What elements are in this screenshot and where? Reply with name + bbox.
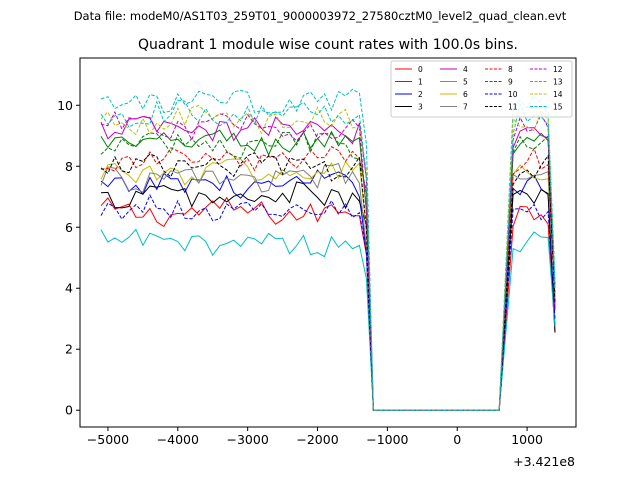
legend-label-5: 5 bbox=[463, 78, 468, 87]
series-line-0 bbox=[100, 196, 556, 411]
series-line-13 bbox=[100, 88, 556, 411]
series-line-11 bbox=[100, 152, 556, 411]
series-line-14 bbox=[100, 104, 556, 411]
x-tick-label: −4000 bbox=[157, 432, 199, 447]
legend-label-13: 13 bbox=[553, 78, 563, 87]
x-tick-label: 0 bbox=[453, 432, 461, 447]
x-axis: −5000 −4000 −3000 −2000 −1000 0 1000 bbox=[87, 427, 543, 447]
y-tick-label: 10 bbox=[57, 98, 73, 113]
legend-label-11: 11 bbox=[508, 103, 518, 112]
legend-label-2: 2 bbox=[418, 90, 423, 99]
series-line-8 bbox=[100, 146, 556, 411]
series-lines bbox=[100, 88, 556, 411]
x-tick-label: −5000 bbox=[87, 432, 129, 447]
y-tick-label: 8 bbox=[65, 159, 73, 174]
legend-label-9: 9 bbox=[508, 78, 513, 87]
axes-frame bbox=[79, 57, 577, 428]
series-line-15 bbox=[100, 99, 556, 411]
legend-box bbox=[390, 60, 573, 118]
legend-label-10: 10 bbox=[508, 90, 518, 99]
y-axis: 0 2 4 6 8 10 bbox=[57, 98, 80, 418]
legend-label-15: 15 bbox=[553, 103, 563, 112]
legend-label-7: 7 bbox=[463, 103, 468, 112]
x-tick-label: −3000 bbox=[227, 432, 269, 447]
series-line-12 bbox=[100, 110, 556, 411]
series-line-3 bbox=[100, 181, 556, 411]
legend-label-4: 4 bbox=[463, 65, 468, 74]
x-tick-label: −2000 bbox=[296, 432, 338, 447]
y-tick-label: 0 bbox=[65, 403, 73, 418]
y-tick-label: 6 bbox=[65, 220, 73, 235]
y-tick-label: 4 bbox=[65, 281, 73, 296]
legend-label-3: 3 bbox=[418, 103, 423, 112]
legend-label-8: 8 bbox=[508, 65, 513, 74]
legend-label-6: 6 bbox=[463, 90, 468, 99]
y-tick-label: 2 bbox=[65, 342, 73, 357]
series-line-4 bbox=[100, 116, 556, 411]
legend-label-14: 14 bbox=[553, 90, 563, 99]
series-line-10 bbox=[100, 193, 556, 411]
series-line-7 bbox=[100, 162, 556, 411]
chart-title: Quadrant 1 module wise count rates with … bbox=[138, 37, 518, 53]
legend-label-1: 1 bbox=[418, 78, 423, 87]
x-tick-label: −1000 bbox=[366, 432, 408, 447]
series-line-5 bbox=[100, 228, 556, 411]
legend-label-0: 0 bbox=[418, 65, 423, 74]
x-tick-label: 1000 bbox=[511, 432, 543, 447]
series-line-9 bbox=[100, 130, 556, 411]
figure-suptitle: Data file: modeM0/AS1T03_259T01_90000039… bbox=[74, 9, 567, 23]
legend-label-12: 12 bbox=[553, 65, 563, 74]
x-offset-label: +3.421e8 bbox=[513, 454, 575, 469]
